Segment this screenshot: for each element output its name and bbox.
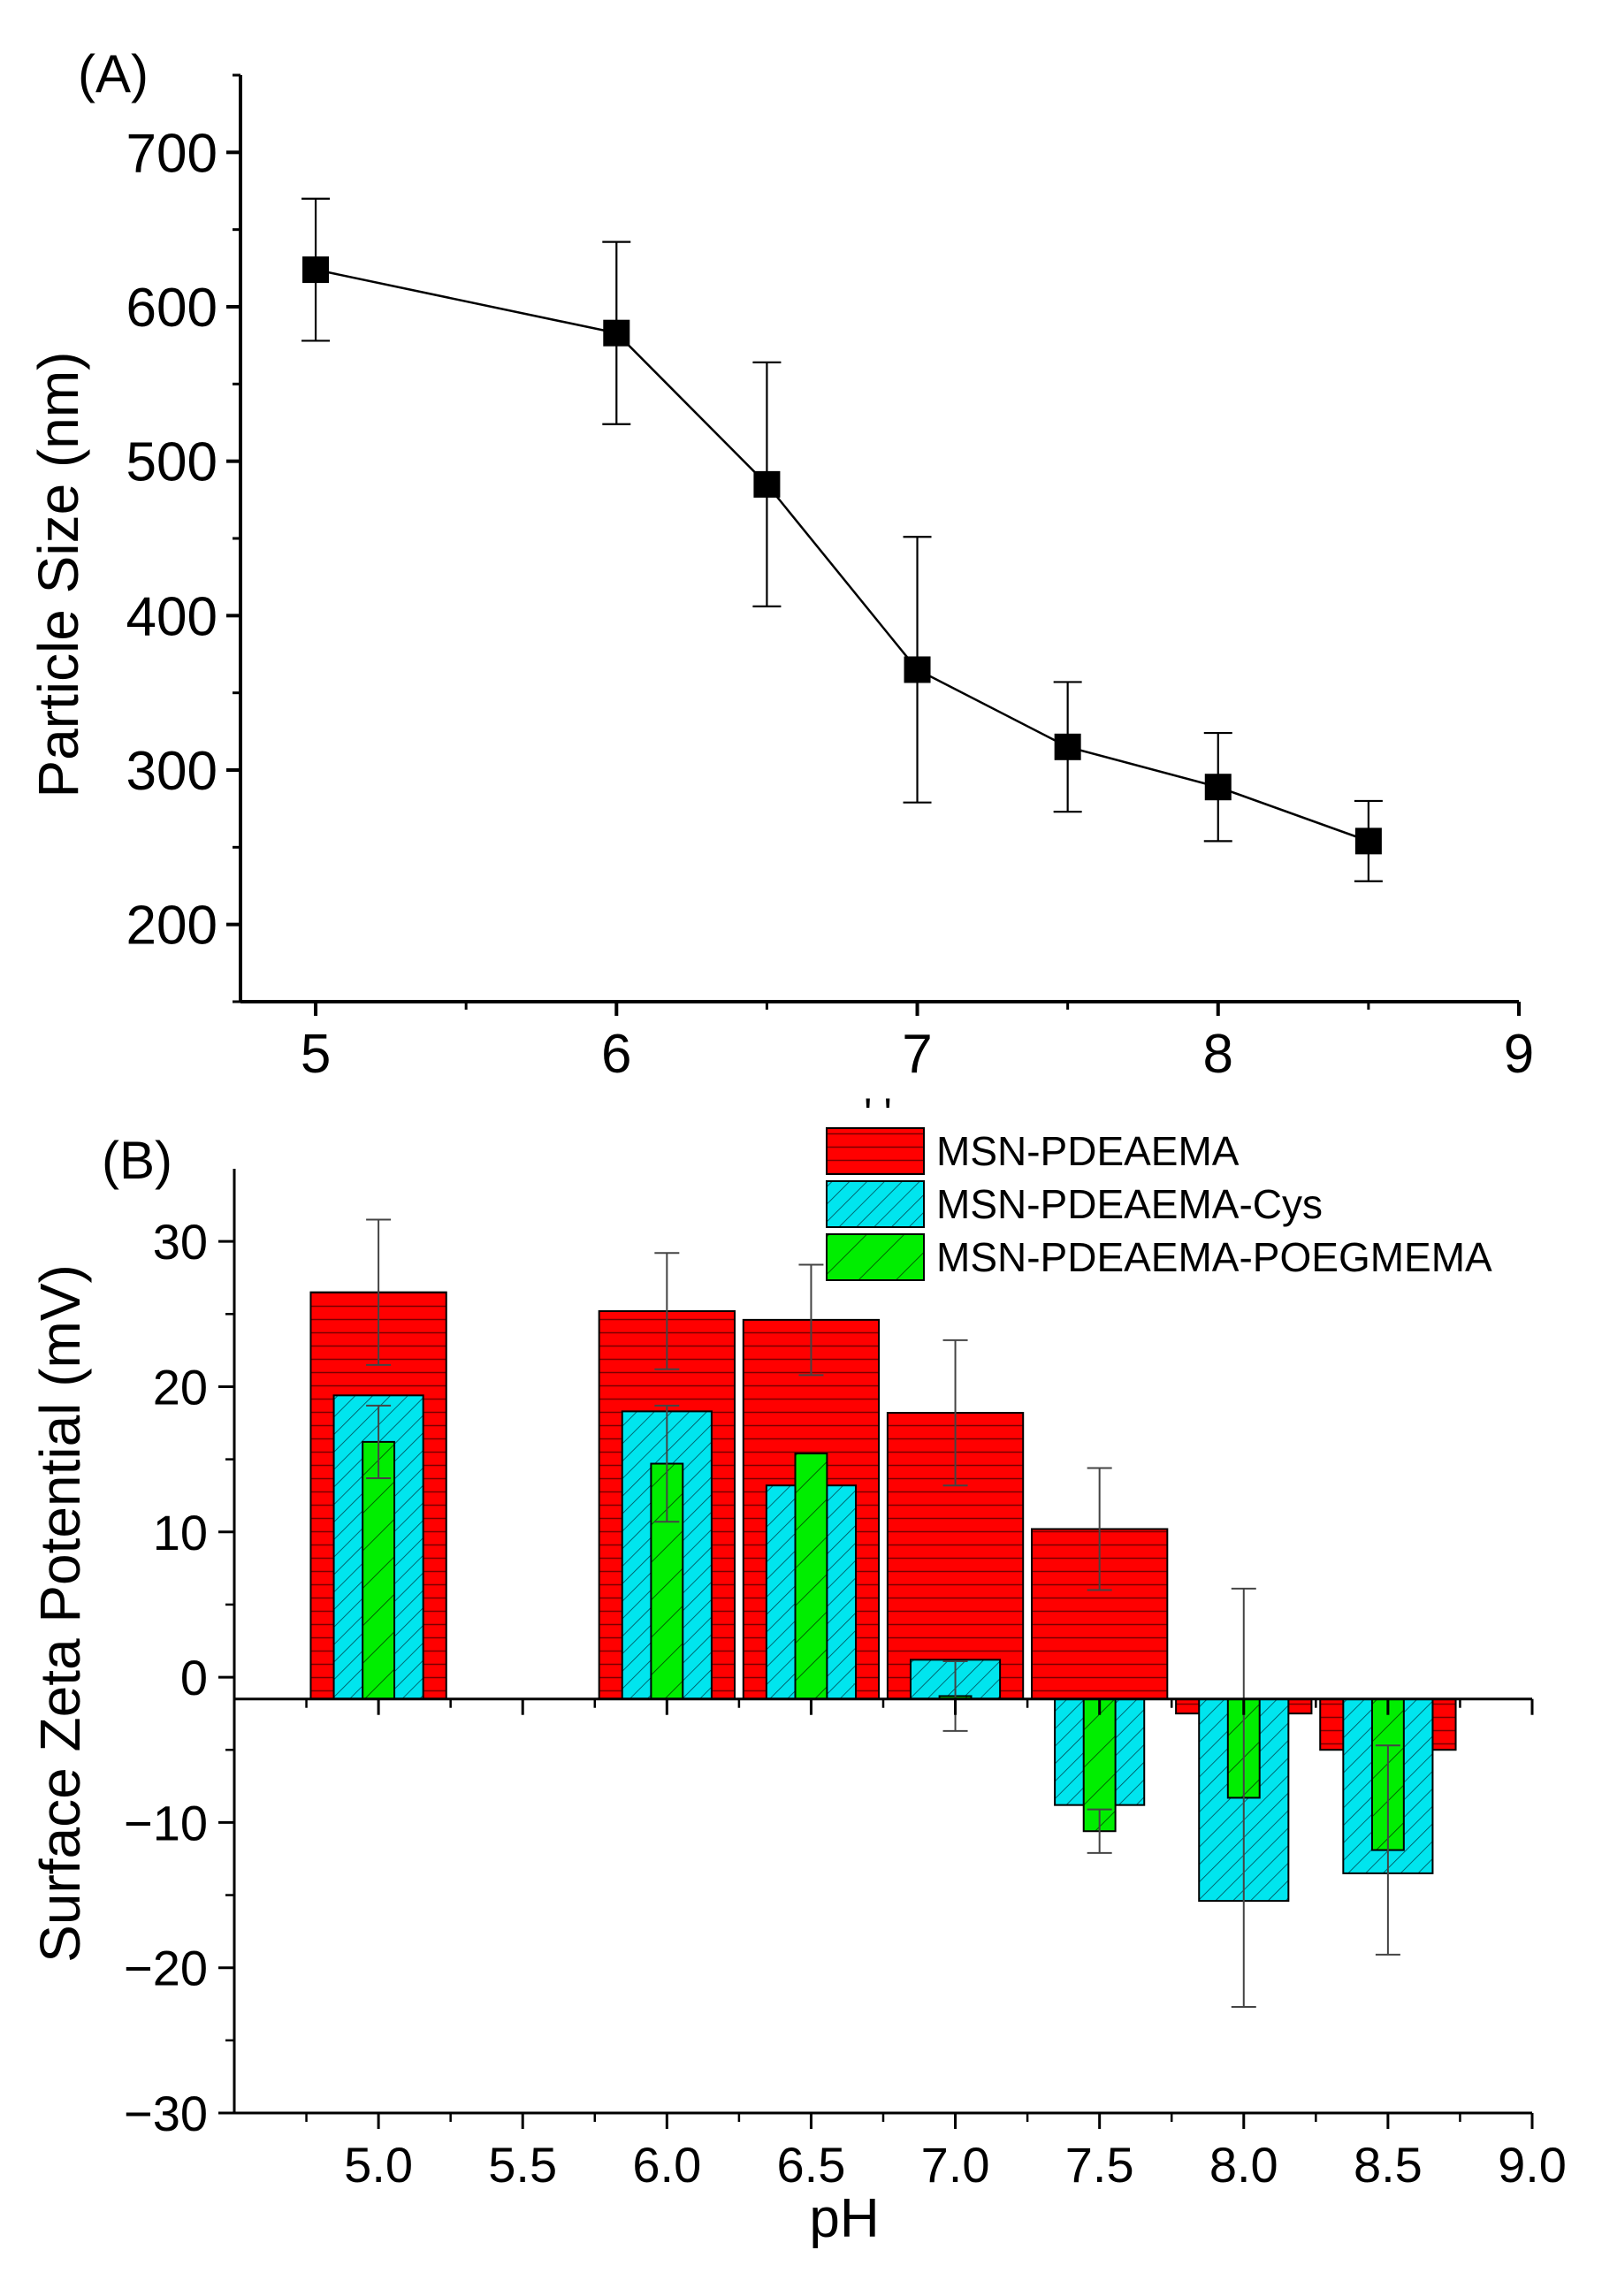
panel-b-y-tick-label: 0	[180, 1650, 208, 1705]
panel-a-data-point	[1204, 774, 1232, 801]
bar-msn-pdeaema-poegmema-ph-6-5	[794, 1453, 828, 1700]
legend-label-msn-pdeaema-cys: MSN-PDEAEMA-Cys	[936, 1181, 1323, 1227]
panel-b-legend: MSN-PDEAEMA MSN-PDEAEMA-Cys MSN-PDEAEMA-PO…	[826, 1127, 1492, 1281]
panel-a-y-tick-label: 700	[126, 123, 217, 184]
panel-a-y-tick-label: 300	[126, 741, 217, 802]
panel-b-y-tick-label: 30	[153, 1214, 208, 1270]
panel-a-x-tick-label: 9	[1504, 1024, 1534, 1085]
panel-b-error-bars	[366, 1218, 1400, 2009]
legend-swatch-msn-pdeaema-poegmema	[826, 1233, 925, 1281]
panel-a-data-point	[1354, 828, 1382, 855]
panel-a-y-tick-label: 600	[126, 278, 217, 339]
panel-b-x-tick-label: 7.5	[1065, 2137, 1134, 2193]
legend-swatch-msn-pdeaema	[826, 1127, 925, 1175]
panel-a-data-point	[302, 256, 330, 284]
bar-msn-pdeaema-poegmema-ph-5	[362, 1440, 396, 1700]
panel-b-x-tick-label: 6.5	[777, 2137, 846, 2193]
panel-b-y-tick-label: 10	[153, 1505, 208, 1560]
panel-a-line-path	[315, 268, 1369, 843]
panel-b-x-axis-label: pH	[809, 2188, 879, 2249]
panel-b-zeta-potential: (B) Surface Zeta Potential (mV) pH −30 −2…	[28, 1127, 1567, 2249]
legend-label-msn-pdeaema-poegmema: MSN-PDEAEMA-POEGMEMA	[936, 1234, 1492, 1280]
panel-b-y-tick-label: −20	[124, 1941, 208, 1996]
panel-b-x-tick-label: 8.0	[1209, 2137, 1278, 2193]
panel-a-y-tick-label: 500	[126, 432, 217, 493]
panel-a-axes: 200 300 400 500 600 700 5 6 7 8 9	[126, 73, 1534, 1085]
panel-a-series-line	[315, 268, 1369, 843]
panel-a-data-point	[603, 319, 630, 347]
panel-a-data-point	[753, 470, 781, 498]
panel-a-x-tick-label: 8	[1203, 1024, 1233, 1085]
panel-a-y-tick-label: 200	[126, 896, 217, 957]
panel-b-y-tick-label: 20	[153, 1359, 208, 1415]
panel-b-x-tick-label: 9.0	[1498, 2137, 1567, 2193]
panel-a-x-tick-label: 5	[301, 1024, 331, 1085]
panel-b-axes: −30 −20 −10 0 10 20 30 5.0 5.5 6.0 6.5 7.0 7.5 8.0 8.5…	[124, 1169, 1567, 2193]
panel-b-y-axis-label: Surface Zeta Potential (mV)	[28, 1264, 92, 1963]
panel-b-x-tick-label: 8.5	[1354, 2137, 1423, 2193]
panel-a-y-axis-label: Particle Size (nm)	[27, 352, 90, 798]
legend-label-msn-pdeaema: MSN-PDEAEMA	[936, 1128, 1240, 1174]
panel-a-x-tick-label: 6	[601, 1024, 631, 1085]
panel-b-x-tick-label: 5.0	[344, 2137, 413, 2193]
panel-a-data-points	[302, 256, 1382, 855]
panel-b-x-tick-label: 6.0	[632, 2137, 701, 2193]
panel-a-particle-size: (A) Particle Size (nm) ' ' 2003004005006…	[27, 44, 1534, 1138]
panel-b-y-tick-label: −30	[124, 2086, 208, 2141]
panel-b-bars	[309, 1291, 1457, 1903]
panel-b-label: (B)	[102, 1131, 172, 1190]
panel-a-y-tick-label: 400	[126, 586, 217, 647]
panel-b-y-tick-label: −10	[124, 1795, 208, 1850]
panel-a-data-point	[904, 656, 931, 683]
panel-a-x-tick-label: 7	[902, 1024, 932, 1085]
panel-b-x-tick-label: 5.5	[488, 2137, 557, 2193]
panel-b-x-tick-label: 7.0	[921, 2137, 990, 2193]
panel-a-data-point	[1054, 733, 1081, 760]
panel-a-label: (A)	[78, 44, 149, 103]
legend-swatch-msn-pdeaema-cys	[826, 1180, 925, 1228]
